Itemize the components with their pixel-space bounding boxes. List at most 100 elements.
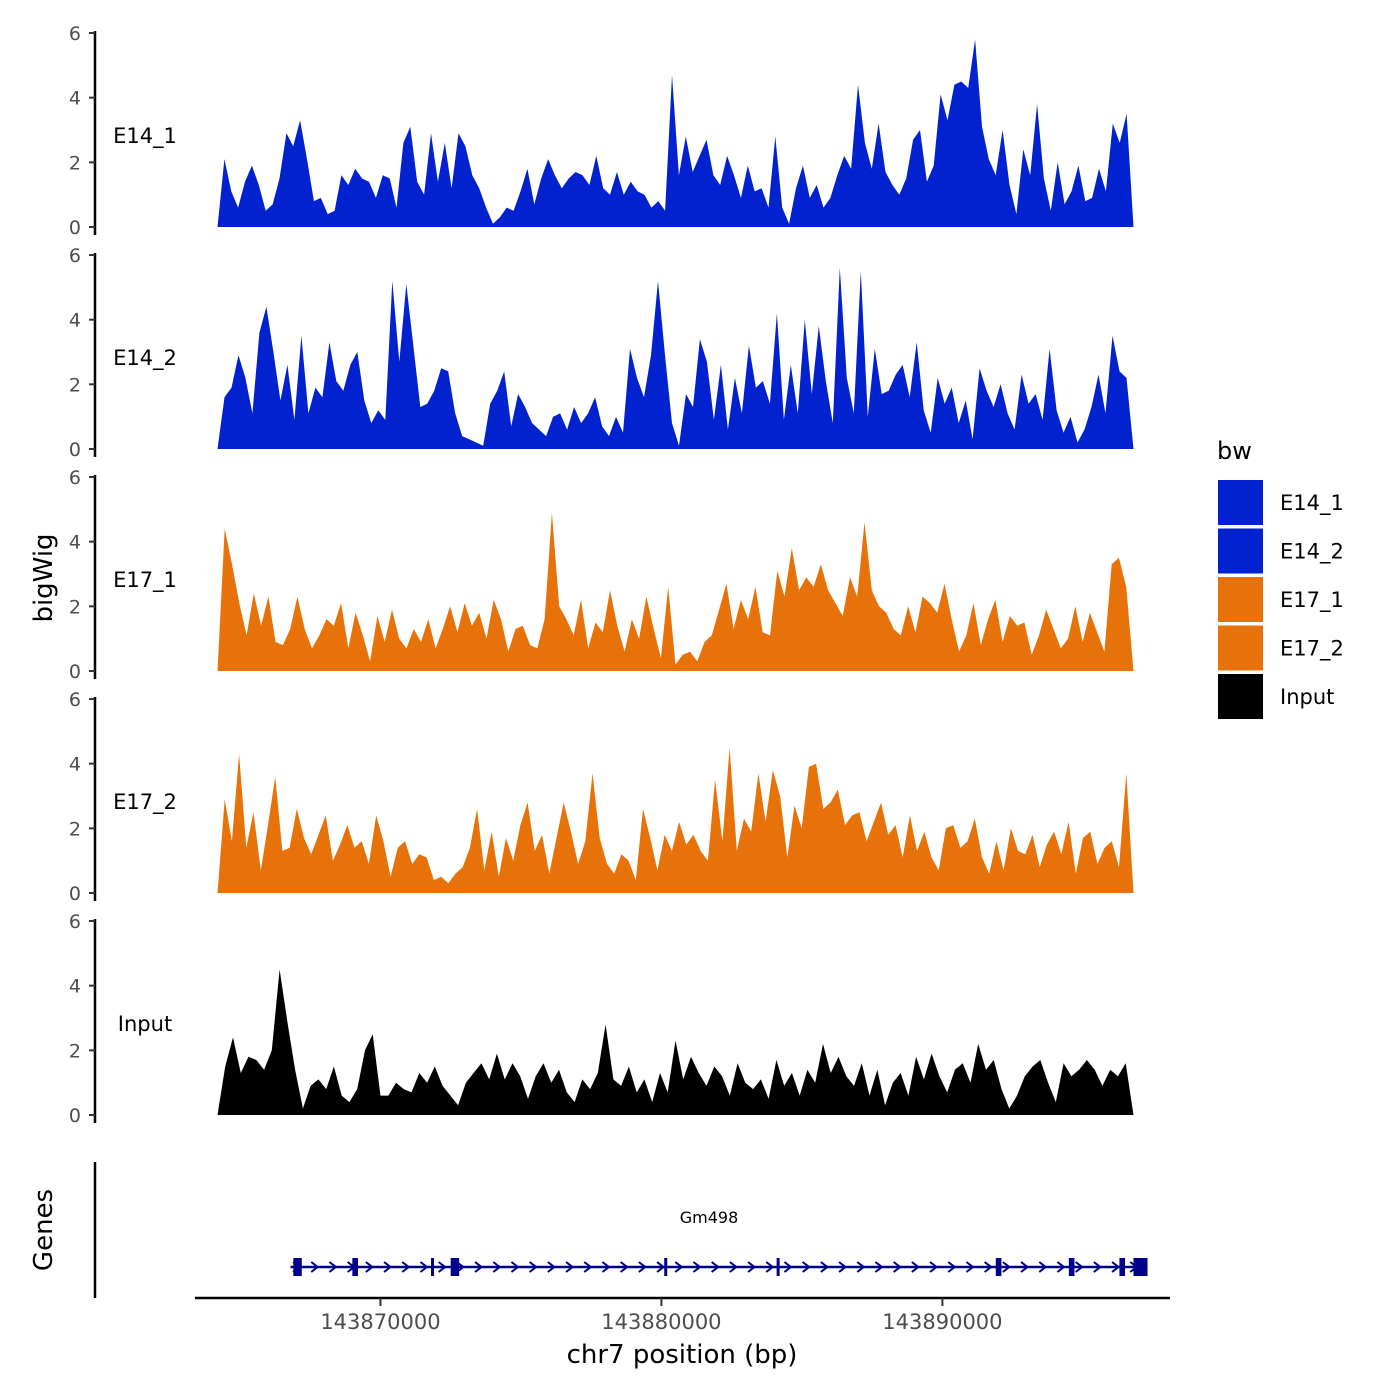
strand-arrow <box>711 1261 720 1273</box>
exon <box>1119 1258 1126 1276</box>
track-label-e14-2: E14_2 <box>113 346 177 371</box>
exon <box>776 1258 780 1276</box>
strand-arrow <box>601 1261 611 1273</box>
strand-arrow <box>438 1261 447 1273</box>
x-tick-label: 143890000 <box>882 1310 1002 1334</box>
strand-arrow <box>893 1261 902 1273</box>
track-label-e17-2: E17_2 <box>113 790 177 815</box>
legend-label-e17-1: E17_1 <box>1280 588 1344 613</box>
legend-label-e14-1: E14_1 <box>1280 491 1344 516</box>
strand-arrow <box>583 1261 593 1273</box>
genes-panel: Genes Gm498 <box>29 1162 1148 1298</box>
strand-arrow <box>947 1261 957 1273</box>
strand-arrow <box>984 1261 993 1273</box>
strand-arrow <box>820 1261 829 1273</box>
exon <box>431 1258 435 1276</box>
y-tick-label: 6 <box>69 911 81 933</box>
area-e14-2 <box>217 267 1134 449</box>
y-tick-label: 4 <box>69 754 81 776</box>
x-tick-label: 143880000 <box>601 1310 721 1334</box>
legend-label-input: Input <box>1280 685 1334 709</box>
exon <box>450 1258 460 1276</box>
exon <box>352 1258 358 1276</box>
y-tick-label: 2 <box>69 1040 81 1062</box>
legend-label-e14-2: E14_2 <box>1280 540 1344 565</box>
strand-arrow <box>310 1261 320 1273</box>
strand-arrow <box>929 1261 939 1273</box>
strand-arrow <box>492 1261 502 1273</box>
area-input <box>217 969 1134 1115</box>
strand-arrow <box>838 1261 848 1273</box>
strand-arrow <box>638 1261 647 1273</box>
strand-arrow <box>1056 1261 1066 1273</box>
strand-arrow <box>620 1261 629 1273</box>
legend-swatch-input <box>1218 674 1263 719</box>
strand-arrow <box>1020 1261 1030 1273</box>
y-tick-label: 6 <box>69 245 81 267</box>
y-tick-label: 2 <box>69 152 81 174</box>
legend-swatch-e14-2 <box>1218 528 1263 574</box>
strand-arrow <box>911 1261 920 1273</box>
strand-arrow <box>747 1261 757 1273</box>
y-tick-label: 4 <box>69 532 81 554</box>
gene-model <box>290 1258 1148 1276</box>
y-tick-label: 0 <box>69 883 81 905</box>
strand-arrow <box>547 1261 556 1273</box>
strand-arrow <box>1075 1261 1084 1273</box>
x-axis-title: chr7 position (bp) <box>567 1340 798 1370</box>
y-axis-title: bigWig <box>29 533 59 622</box>
strand-arrow <box>656 1261 666 1273</box>
track-e17-2: 0 2 4 6 E17_2 <box>69 689 1134 905</box>
strand-arrow <box>510 1261 520 1273</box>
strand-arrow <box>565 1261 575 1273</box>
y-tick-label: 4 <box>69 976 81 998</box>
legend: bw E14_1 E14_2 E17_1 E17_2 Input <box>1217 437 1344 719</box>
exon <box>293 1258 302 1276</box>
y-tick-label: 0 <box>69 1105 81 1127</box>
strand-arrow <box>674 1261 684 1273</box>
track-e14-1: 0 2 4 6 E14_1 <box>69 23 1134 239</box>
y-tick-label: 6 <box>69 23 81 45</box>
area-e14-1 <box>217 39 1134 227</box>
y-tick-label: 4 <box>69 88 81 110</box>
y-tick-label: 0 <box>69 217 81 239</box>
strand-arrow <box>328 1261 338 1273</box>
strand-arrow <box>765 1261 775 1273</box>
signal-tracks: 0 2 4 6 E14_1 0 2 4 6 E14_2 0 2 4 6 E17_1 0 2 4 6 E17_2 0 2 4 6… <box>69 23 1134 1127</box>
exon <box>664 1258 668 1276</box>
strand-arrow <box>692 1261 702 1273</box>
strand-arrow <box>1093 1261 1102 1273</box>
track-input: 0 2 4 6 Input <box>69 911 1134 1127</box>
legend-swatch-e17-2 <box>1218 625 1263 671</box>
track-e17-1: 0 2 4 6 E17_1 <box>69 467 1134 683</box>
track-label-e17-1: E17_1 <box>113 568 177 593</box>
legend-swatch-e14-1 <box>1218 480 1263 525</box>
strand-arrow <box>419 1261 429 1273</box>
legend-swatch-e17-1 <box>1218 577 1263 622</box>
x-tick-label: 143870000 <box>320 1310 440 1334</box>
gene-name-label: Gm498 <box>680 1208 739 1227</box>
legend-label-e17-2: E17_2 <box>1280 637 1344 662</box>
strand-arrow <box>365 1261 374 1273</box>
y-tick-label: 6 <box>69 467 81 489</box>
track-label-e14-1: E14_1 <box>113 124 177 149</box>
track-e14-2: 0 2 4 6 E14_2 <box>69 245 1134 461</box>
y-tick-label: 2 <box>69 596 81 618</box>
strand-arrow <box>874 1261 884 1273</box>
strand-arrow <box>1002 1261 1011 1273</box>
y-tick-label: 0 <box>69 661 81 683</box>
genes-panel-label: Genes <box>29 1189 59 1271</box>
exon <box>995 1258 1002 1276</box>
track-label-input: Input <box>118 1012 172 1036</box>
legend-title: bw <box>1217 437 1252 465</box>
y-tick-label: 6 <box>69 689 81 711</box>
exon <box>1133 1258 1148 1276</box>
strand-arrow <box>802 1261 811 1273</box>
strand-arrow <box>729 1261 738 1273</box>
y-tick-label: 2 <box>69 374 81 396</box>
x-ticks: 143870000 143880000 143890000 <box>320 1298 1003 1334</box>
strand-arrow <box>783 1261 793 1273</box>
strand-arrow <box>856 1261 866 1273</box>
strand-arrow <box>1111 1261 1121 1273</box>
exon <box>1068 1258 1075 1276</box>
